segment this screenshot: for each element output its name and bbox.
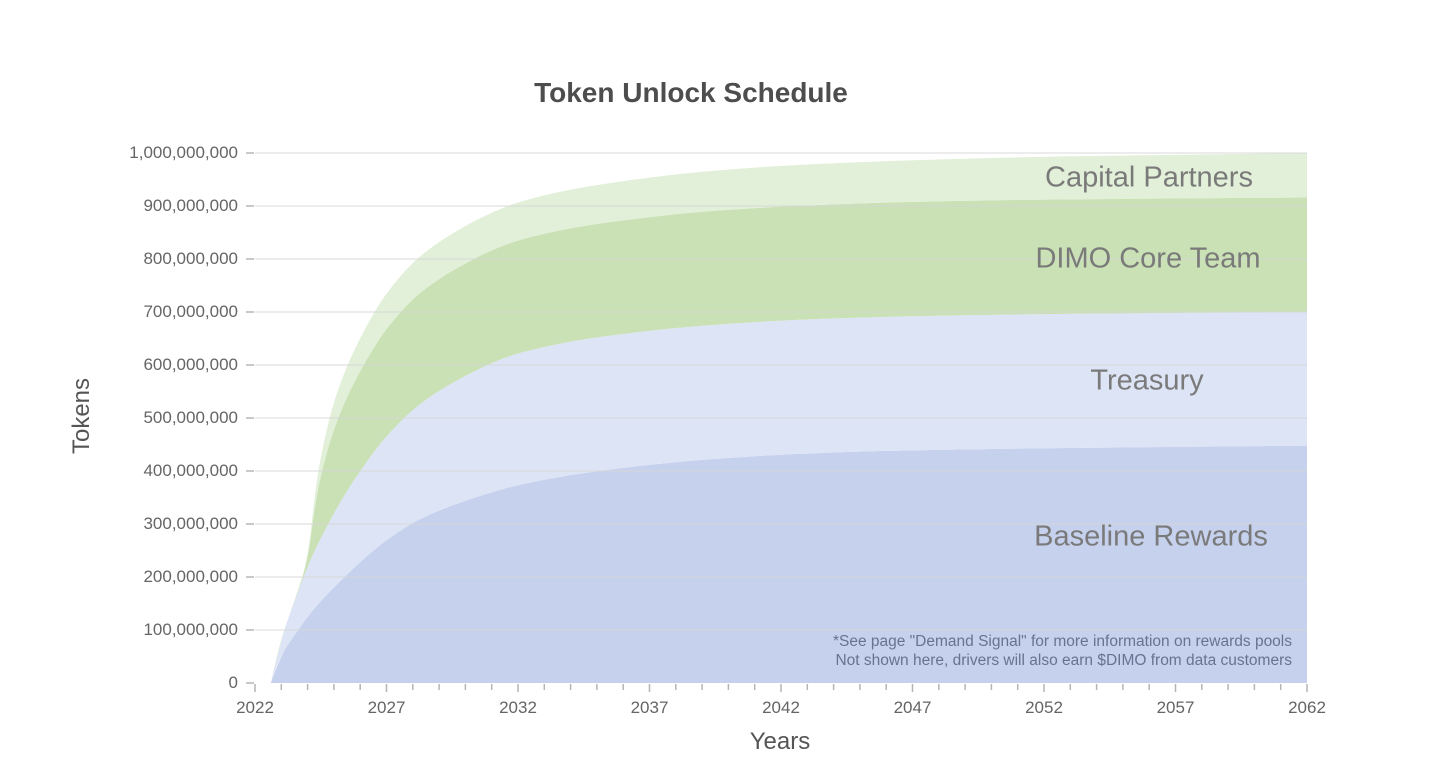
y-tick-label: 800,000,000: [143, 249, 238, 268]
series-label-baseline-rewards: Baseline Rewards: [1034, 520, 1268, 553]
chart-title: Token Unlock Schedule: [534, 77, 848, 108]
y-tick-label: 0: [228, 673, 238, 692]
x-tick-label: 2022: [236, 698, 274, 717]
series-label-treasury: Treasury: [1090, 364, 1204, 397]
y-tick-label: 500,000,000: [143, 408, 238, 427]
x-tick-label: 2037: [630, 698, 669, 717]
area-treasury: [270, 312, 1307, 683]
footnote-line-2: Not shown here, drivers will also earn $…: [835, 652, 1292, 669]
y-tick-label: 300,000,000: [143, 514, 238, 533]
x-axis-title: Years: [749, 728, 811, 755]
x-tick-label: 2032: [499, 698, 537, 717]
series-label-capital-partners: Capital Partners: [1045, 161, 1253, 194]
x-tick-label: 2042: [762, 698, 800, 717]
y-tick-label: 900,000,000: [143, 196, 238, 215]
series-label-dimo-core-team: DIMO Core Team: [1035, 242, 1261, 275]
y-tick-label: 100,000,000: [143, 620, 238, 639]
chart-footnote: *See page "Demand Signal" for more infor…: [833, 632, 1292, 670]
y-tick-label: 400,000,000: [143, 461, 238, 480]
x-tick-label: 2027: [367, 698, 406, 717]
y-tick-label: 200,000,000: [143, 567, 238, 586]
x-tick-label: 2047: [893, 698, 932, 717]
y-tick-label: 600,000,000: [143, 355, 238, 374]
area-baseline-rewards: [270, 445, 1307, 683]
x-tick-label: 2062: [1288, 698, 1326, 717]
footnote-line-1: *See page "Demand Signal" for more infor…: [832, 633, 1292, 650]
x-tick-label: 2057: [1156, 698, 1195, 717]
y-tick-label: 1,000,000,000: [129, 143, 238, 162]
x-tick-label: 2052: [1025, 698, 1063, 717]
area-dimo-core-team: [270, 197, 1307, 683]
y-tick-label: 700,000,000: [143, 302, 238, 321]
